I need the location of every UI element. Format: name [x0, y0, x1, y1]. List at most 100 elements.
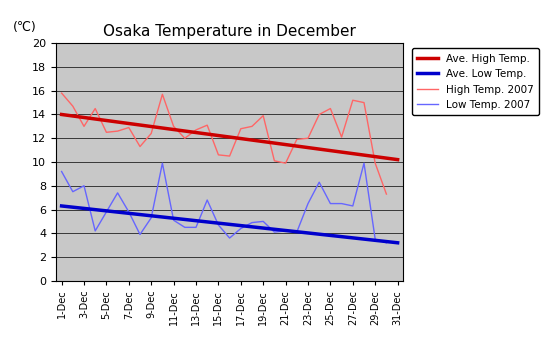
High Temp. 2007	[114, 129, 121, 133]
High Temp. 2007	[215, 153, 222, 157]
Ave. Low Temp.	[181, 217, 188, 222]
High Temp. 2007	[305, 136, 311, 140]
High Temp. 2007	[159, 92, 166, 96]
Low Temp. 2007	[125, 210, 132, 214]
Title: Osaka Temperature in December: Osaka Temperature in December	[103, 24, 356, 39]
High Temp. 2007	[226, 154, 233, 158]
Ave. Low Temp.	[372, 238, 379, 243]
Low Temp. 2007	[282, 229, 289, 233]
Low Temp. 2007	[226, 236, 233, 240]
Low Temp. 2007	[316, 180, 323, 184]
Low Temp. 2007	[293, 230, 300, 234]
Ave. High Temp.	[349, 152, 356, 156]
High Temp. 2007	[282, 161, 289, 165]
Low Temp. 2007	[193, 225, 199, 230]
Ave. Low Temp.	[394, 240, 401, 245]
Line: Ave. High Temp.: Ave. High Temp.	[62, 114, 398, 159]
Ave. Low Temp.	[69, 205, 76, 210]
High Temp. 2007	[148, 131, 155, 136]
High Temp. 2007	[260, 113, 267, 118]
Low Temp. 2007	[137, 232, 143, 237]
Ave. High Temp.	[226, 135, 233, 139]
Ave. High Temp.	[204, 132, 211, 136]
Low Temp. 2007	[170, 218, 177, 222]
Low Temp. 2007	[114, 191, 121, 195]
Ave. High Temp.	[103, 118, 110, 123]
High Temp. 2007	[81, 124, 87, 129]
Low Temp. 2007	[103, 210, 110, 214]
Low Temp. 2007	[349, 204, 356, 208]
Low Temp. 2007	[58, 169, 65, 174]
Ave. Low Temp.	[383, 239, 390, 244]
Ave. Low Temp.	[159, 215, 166, 219]
Ave. Low Temp.	[204, 220, 211, 224]
High Temp. 2007	[69, 104, 76, 108]
Ave. High Temp.	[159, 126, 166, 130]
Ave. High Temp.	[181, 129, 188, 133]
High Temp. 2007	[125, 125, 132, 130]
Low Temp. 2007	[372, 237, 379, 241]
Ave. Low Temp.	[260, 226, 267, 230]
Ave. High Temp.	[271, 141, 278, 145]
Ave. Low Temp.	[193, 219, 199, 223]
Low Temp. 2007	[181, 225, 188, 230]
Low Temp. 2007	[159, 161, 166, 165]
Low Temp. 2007	[271, 230, 278, 234]
Ave. Low Temp.	[137, 212, 143, 217]
High Temp. 2007	[361, 100, 367, 105]
Ave. Low Temp.	[226, 222, 233, 226]
High Temp. 2007	[383, 192, 390, 196]
Legend: Ave. High Temp., Ave. Low Temp., High Temp. 2007, Low Temp. 2007: Ave. High Temp., Ave. Low Temp., High Te…	[412, 48, 539, 115]
High Temp. 2007	[338, 135, 345, 139]
High Temp. 2007	[92, 106, 99, 111]
Low Temp. 2007	[204, 198, 211, 202]
High Temp. 2007	[293, 137, 300, 141]
Ave. High Temp.	[293, 144, 300, 148]
Ave. Low Temp.	[81, 206, 87, 211]
Ave. Low Temp.	[293, 230, 300, 234]
Ave. Low Temp.	[92, 207, 99, 212]
Ave. Low Temp.	[58, 204, 65, 208]
Low Temp. 2007	[215, 223, 222, 227]
Low Temp. 2007	[305, 201, 311, 206]
High Temp. 2007	[271, 159, 278, 163]
Ave. High Temp.	[394, 157, 401, 162]
Ave. High Temp.	[215, 134, 222, 138]
Ave. High Temp.	[114, 120, 121, 124]
Low Temp. 2007	[383, 240, 390, 245]
Ave. High Temp.	[249, 138, 255, 142]
Ave. Low Temp.	[316, 232, 323, 237]
High Temp. 2007	[204, 123, 211, 127]
High Temp. 2007	[137, 144, 143, 149]
Ave. High Temp.	[137, 123, 143, 127]
Ave. Low Temp.	[215, 221, 222, 225]
Low Temp. 2007	[361, 161, 367, 165]
Ave. High Temp.	[92, 117, 99, 121]
Low Temp. 2007	[338, 201, 345, 206]
Ave. Low Temp.	[114, 210, 121, 214]
Ave. High Temp.	[58, 112, 65, 117]
Low Temp. 2007	[69, 189, 76, 194]
Ave. Low Temp.	[327, 233, 334, 238]
Ave. High Temp.	[305, 145, 311, 150]
High Temp. 2007	[237, 127, 244, 131]
Ave. Low Temp.	[148, 213, 155, 218]
Ave. High Temp.	[125, 121, 132, 126]
Ave. Low Temp.	[103, 209, 110, 213]
Y-axis label: (℃): (℃)	[13, 21, 36, 34]
Ave. High Temp.	[372, 154, 379, 159]
Ave. Low Temp.	[349, 236, 356, 240]
Low Temp. 2007	[237, 226, 244, 231]
Ave. High Temp.	[361, 153, 367, 157]
Ave. Low Temp.	[305, 231, 311, 235]
Line: Low Temp. 2007: Low Temp. 2007	[62, 163, 386, 243]
High Temp. 2007	[181, 136, 188, 140]
Line: Ave. Low Temp.: Ave. Low Temp.	[62, 206, 398, 243]
High Temp. 2007	[316, 112, 323, 117]
Low Temp. 2007	[81, 184, 87, 188]
Ave. High Temp.	[316, 147, 323, 151]
Ave. High Temp.	[383, 156, 390, 160]
Ave. High Temp.	[148, 124, 155, 129]
Ave. High Temp.	[170, 127, 177, 132]
Ave. Low Temp.	[361, 237, 367, 241]
